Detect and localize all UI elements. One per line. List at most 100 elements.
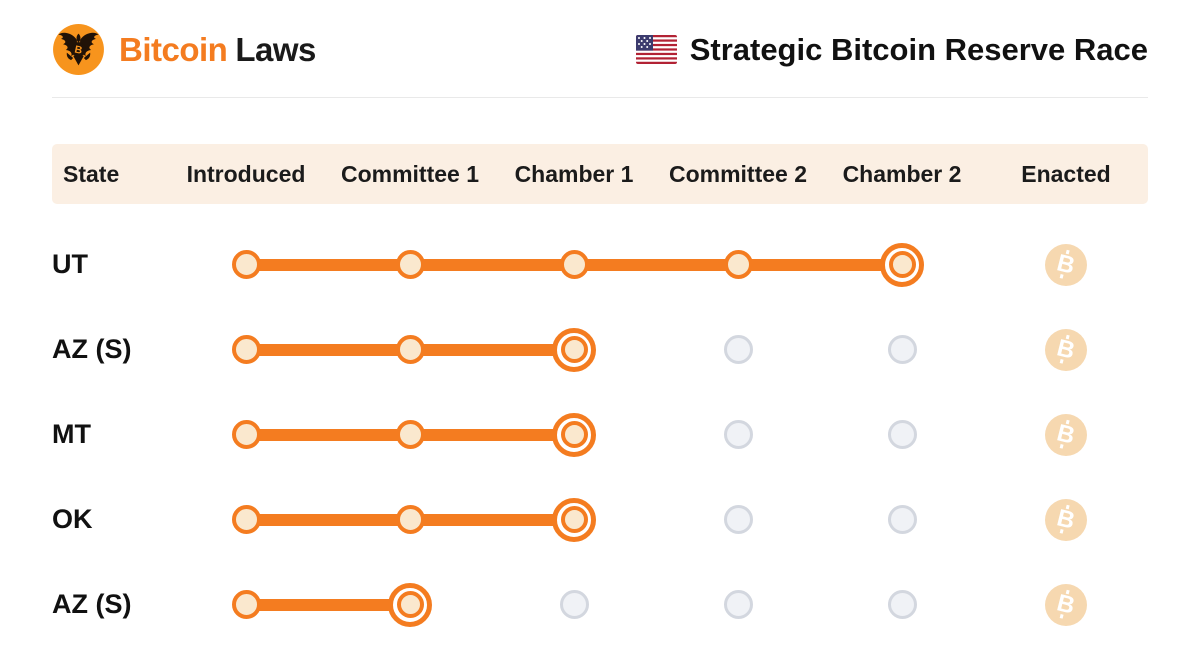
progress-connector (410, 343, 574, 356)
stage-cell-chamber-2 (820, 562, 984, 647)
stage-cell-chamber-2 (820, 477, 984, 562)
stage-dot-done (395, 335, 425, 364)
enacted-cell: B (984, 562, 1148, 647)
table-row: MT B (52, 392, 1148, 477)
svg-text:B: B (73, 44, 83, 57)
stage-dot-current (388, 582, 432, 627)
stage-dot-done (559, 250, 589, 279)
state-label: AZ (S) (52, 334, 132, 364)
stage-cell-committee-2 (656, 307, 820, 392)
top-bar: B Bitcoin Laws (52, 0, 1148, 98)
stage-dot-current (552, 497, 596, 542)
table-row: OK B (52, 477, 1148, 562)
progress-connector (246, 513, 410, 526)
stage-dot-done (723, 250, 753, 279)
state-label: OK (52, 504, 93, 534)
enacted-cell: B (984, 307, 1148, 392)
stage-cell-introduced (164, 392, 328, 477)
bitcoin-coin-icon: B (1045, 243, 1087, 286)
bitcoin-laws-seal-icon: B (53, 24, 104, 75)
table-row: AZ (S) B (52, 307, 1148, 392)
stage-dot-done (395, 505, 425, 534)
state-label: MT (52, 419, 91, 449)
bitcoin-b-glyph: B (1054, 248, 1078, 280)
stage-cell-introduced (164, 307, 328, 392)
stage-dot-done (231, 250, 261, 279)
stage-cell-chamber-2 (820, 392, 984, 477)
stage-dot-done (231, 420, 261, 449)
stage-dot-current (552, 327, 596, 372)
bitcoin-b-glyph: B (1054, 588, 1078, 620)
progress-connector (574, 258, 738, 271)
brand-name-secondary: Laws (235, 30, 316, 68)
stage-dot-pending (887, 335, 917, 364)
stage-dot-done (231, 335, 261, 364)
us-flag-icon (635, 35, 677, 64)
stage-dot-current (880, 242, 924, 287)
bitcoin-coin-icon: B (1045, 328, 1087, 371)
table-row: UT B (52, 222, 1148, 307)
stage-dot-pending (723, 505, 753, 534)
progress-connector (246, 428, 410, 441)
stage-dot-pending (559, 590, 589, 619)
progress-connector (246, 598, 410, 611)
stage-dot-done (231, 590, 261, 619)
table-header: State Introduced Committee 1 Chamber 1 C… (52, 144, 1148, 204)
stage-cell-committee-1 (246, 562, 492, 647)
state-label: AZ (S) (52, 589, 132, 619)
enacted-cell: B (984, 222, 1148, 307)
progress-connector (410, 513, 574, 526)
bitcoin-coin-icon: B (1045, 498, 1087, 541)
enacted-cell: B (984, 392, 1148, 477)
stage-dot-current-inner (560, 336, 588, 363)
stage-dot-current (552, 412, 596, 457)
stage-dot-done (395, 420, 425, 449)
stage-dot-current-inner (560, 506, 588, 533)
brand-name: Bitcoin Laws (119, 31, 316, 69)
column-header-chamber-2: Chamber 2 (842, 160, 962, 187)
stage-cell-committee-2 (656, 562, 820, 647)
bitcoin-coin-icon: B (1045, 413, 1087, 456)
brand-link[interactable]: B Bitcoin Laws (52, 23, 316, 76)
bitcoin-coin-icon: B (1045, 583, 1087, 626)
progress-connector (246, 258, 410, 271)
stage-dot-pending (723, 590, 753, 619)
stage-dot-pending (887, 420, 917, 449)
column-header-enacted: Enacted (1021, 160, 1111, 187)
stage-dot-done (395, 250, 425, 279)
stage-cell-committee-1 (246, 307, 492, 392)
column-header-chamber-1: Chamber 1 (514, 160, 634, 187)
enacted-cell: B (984, 477, 1148, 562)
stage-dot-current-inner (396, 591, 424, 618)
table-row: AZ (S) B (52, 562, 1148, 647)
stage-dot-done (231, 505, 261, 534)
stage-cell-introduced (164, 477, 328, 562)
stage-cell-chamber-1 (492, 562, 656, 647)
bitcoin-b-glyph: B (1054, 418, 1078, 450)
stage-cell-committee-1 (246, 222, 492, 307)
stage-dot-current-inner (888, 251, 916, 278)
state-label: UT (52, 249, 88, 279)
stage-cell-committee-1 (246, 392, 492, 477)
stage-dot-pending (723, 335, 753, 364)
stage-cell-committee-2 (656, 477, 820, 562)
rows: UT B AZ (S) B MT B OK B AZ (S) B (52, 222, 1148, 647)
page-title-text: Strategic Bitcoin Reserve Race (689, 31, 1148, 67)
progress-connector (410, 428, 574, 441)
stage-dot-pending (887, 590, 917, 619)
progress-connector (738, 258, 902, 271)
page-title: Strategic Bitcoin Reserve Race (635, 31, 1148, 68)
column-header-state: State (63, 160, 120, 187)
stage-cell-introduced (164, 562, 328, 647)
progress-connector (246, 343, 410, 356)
bitcoin-b-glyph: B (1054, 503, 1078, 535)
stage-cell-chamber-2 (738, 222, 984, 307)
stage-cell-chamber-1 (410, 222, 656, 307)
stage-cell-committee-2 (656, 392, 820, 477)
stage-cell-committee-1 (246, 477, 492, 562)
column-header-introduced: Introduced (186, 160, 306, 187)
brand-name-primary: Bitcoin (119, 30, 228, 68)
stage-cell-committee-2 (574, 222, 820, 307)
stage-cell-introduced (164, 222, 328, 307)
